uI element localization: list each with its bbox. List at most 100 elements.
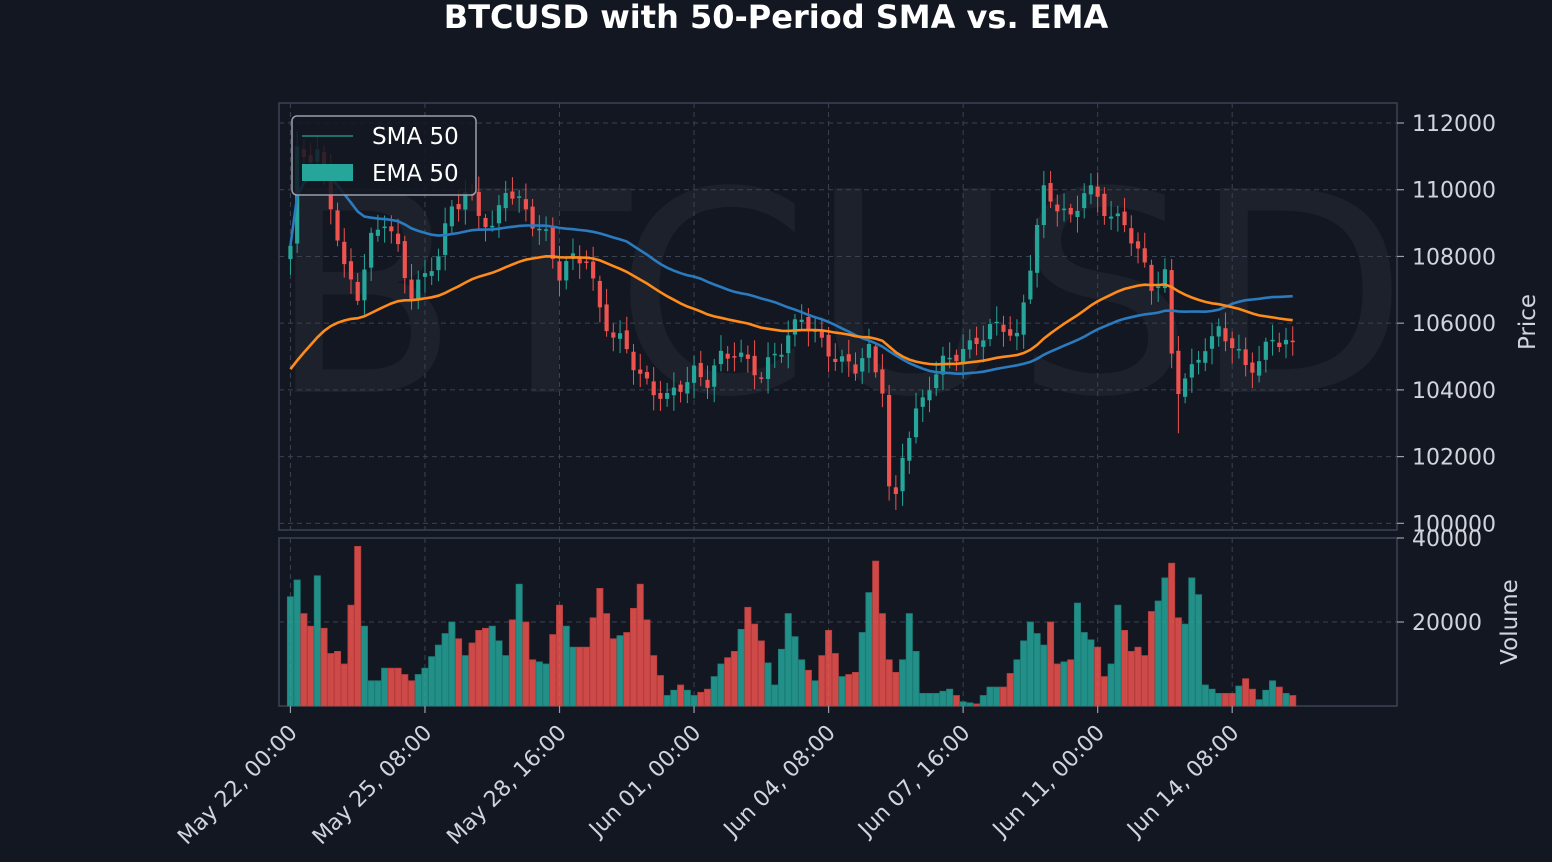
volume-bar — [878, 613, 886, 707]
volume-bar — [851, 672, 859, 707]
volume-bar — [1161, 577, 1169, 707]
candle-body — [1021, 302, 1026, 335]
volume-bar — [939, 690, 947, 707]
volume-bar — [421, 667, 429, 707]
legend-sma-label: SMA 50 — [372, 124, 459, 150]
volume-bar — [569, 646, 577, 707]
volume-bar — [973, 703, 981, 707]
volume-bar — [408, 680, 416, 707]
volume-bar — [1282, 693, 1290, 707]
candle-body — [342, 241, 347, 265]
volume-bar — [993, 686, 1001, 707]
candle-body — [698, 362, 703, 378]
volume-bar — [401, 674, 409, 707]
candle-body — [557, 261, 562, 281]
chart-title: BTCUSD with 50-Period SMA vs. EMA — [444, 0, 1109, 36]
volume-bar — [374, 680, 382, 707]
volume-bar — [764, 662, 772, 707]
volume-bar — [798, 659, 806, 707]
candle-body — [416, 279, 421, 300]
candle-body — [839, 356, 845, 362]
volume-bar — [1013, 659, 1021, 707]
volume-bar — [1228, 693, 1236, 707]
volume-bar — [1020, 640, 1028, 707]
candle-body — [1203, 351, 1208, 363]
volume-bar — [979, 695, 987, 707]
volume-panel: 20000 40000 Volume — [278, 527, 1523, 707]
candle-body — [1250, 362, 1255, 373]
volume-bar — [1006, 673, 1014, 707]
volume-bar — [589, 617, 597, 707]
volume-bar — [448, 621, 456, 707]
volume-bar — [582, 646, 590, 707]
candle-body — [819, 331, 824, 338]
candle-body — [974, 337, 979, 345]
candle-body — [1055, 204, 1060, 212]
volume-tick-label: 40000 — [1412, 527, 1482, 552]
candle-body — [456, 204, 461, 210]
volume-bar — [1181, 623, 1189, 707]
candle-body — [1236, 349, 1242, 351]
candle-body — [685, 382, 690, 394]
volume-bar — [865, 592, 873, 707]
candle-body — [382, 226, 387, 229]
price-tick-label: 102000 — [1412, 446, 1496, 471]
price-tick-label: 104000 — [1412, 379, 1496, 404]
candle-body — [725, 353, 730, 359]
candle-body — [779, 354, 784, 357]
candle-body — [1061, 208, 1067, 211]
candle-body — [1122, 211, 1127, 226]
candle-body — [1129, 228, 1134, 244]
volume-bar — [562, 625, 570, 707]
candle-body — [644, 372, 650, 379]
volume-bar — [542, 663, 550, 707]
sma-50-line — [289, 170, 1293, 375]
candle-body — [436, 256, 441, 271]
candle-body — [880, 369, 885, 394]
volume-bar — [825, 630, 833, 707]
volume-bar — [710, 676, 718, 707]
volume-series — [286, 546, 1297, 707]
candle-body — [1196, 359, 1201, 363]
volume-bar — [414, 674, 422, 707]
candle-body — [799, 319, 804, 322]
volume-bar — [730, 651, 738, 707]
candle-body — [348, 261, 354, 280]
candle-body — [604, 304, 609, 332]
volume-bar — [912, 651, 920, 707]
volume-bar — [677, 684, 685, 707]
candle-body — [530, 206, 535, 229]
volume-bar — [1168, 562, 1176, 707]
volume-bar — [313, 575, 321, 707]
candle-body — [981, 340, 986, 347]
volume-bar — [1094, 646, 1102, 707]
volume-bar — [1033, 633, 1041, 707]
volume-bar — [488, 625, 496, 707]
candle-body — [920, 397, 925, 407]
volume-bar — [899, 659, 907, 707]
volume-bar — [1147, 611, 1155, 707]
volume-bar — [697, 691, 705, 707]
candle-body — [402, 241, 407, 278]
volume-bar — [334, 651, 342, 707]
candle-body — [987, 324, 993, 340]
volume-bar — [704, 688, 711, 707]
candle-body — [1035, 224, 1040, 273]
candle-body — [994, 321, 999, 324]
volume-bar — [1242, 678, 1250, 707]
candle-body — [1001, 324, 1006, 332]
volume-bar — [986, 686, 994, 707]
volume-bar — [1188, 577, 1196, 707]
volume-bar — [818, 655, 826, 707]
candle-body — [1290, 340, 1295, 343]
candle-body — [1028, 270, 1033, 300]
volume-bar — [656, 675, 664, 707]
volume-bar — [1141, 655, 1149, 707]
candle-body — [517, 196, 522, 198]
volume-bar — [1154, 600, 1162, 707]
volume-bar — [1073, 602, 1081, 707]
volume-bar — [1195, 594, 1203, 707]
volume-bar — [428, 656, 436, 707]
volume-bar — [952, 695, 960, 707]
volume-bar — [286, 596, 294, 707]
